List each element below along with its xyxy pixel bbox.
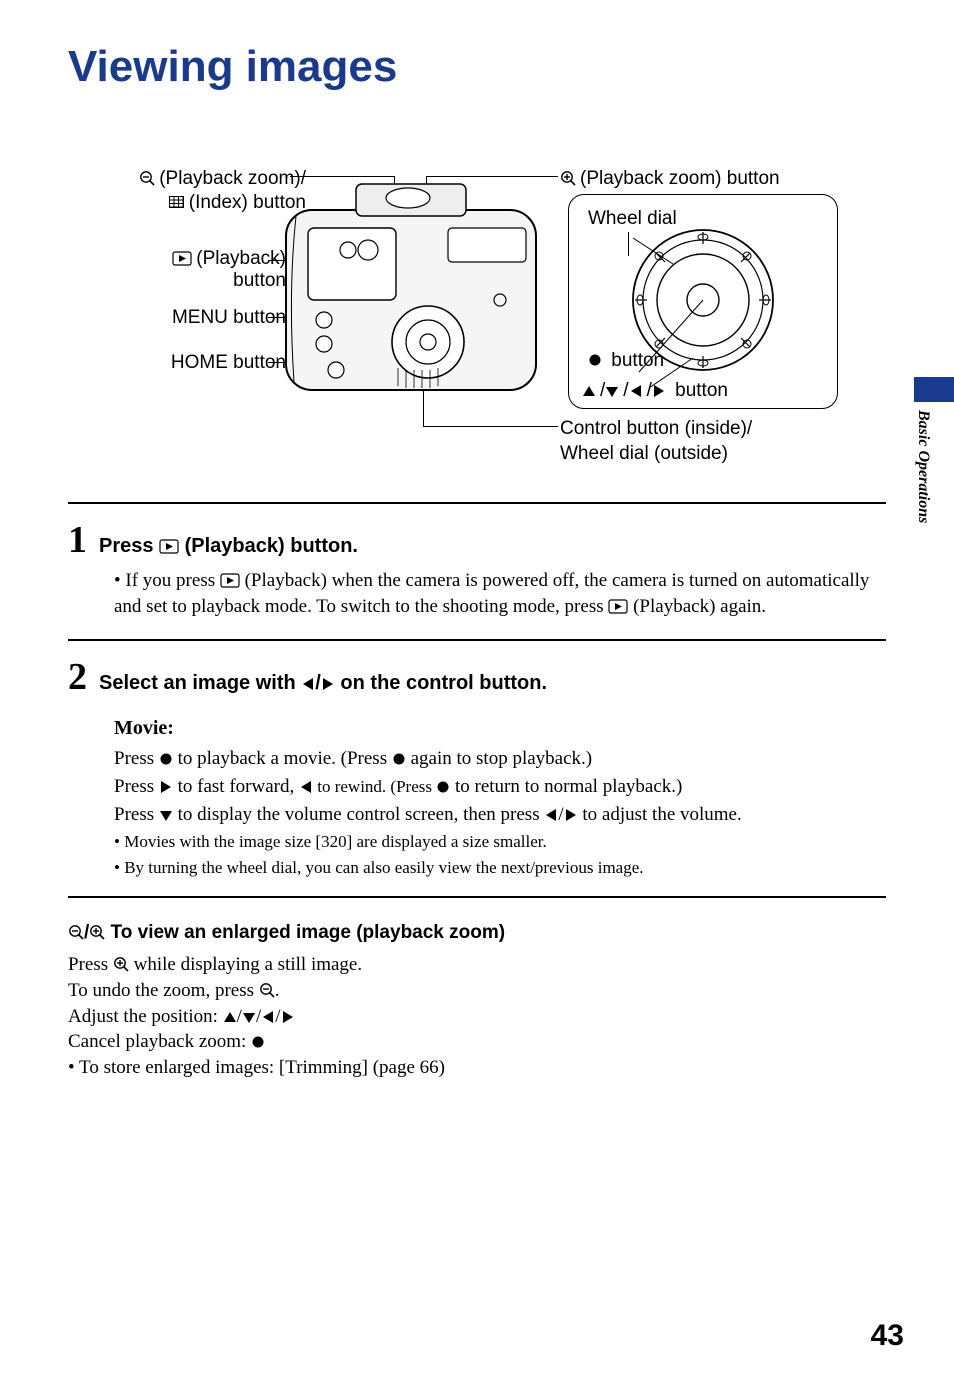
right-icon (564, 808, 578, 822)
page-title: Viewing images (68, 42, 954, 92)
dot-icon (588, 353, 602, 367)
zoom-body: Press while displaying a still image. To… (68, 952, 886, 1080)
movie-line-1: Press to playback a movie. (Press again … (114, 748, 886, 770)
movie-line-2: Press to fast forward, to rewind. (Press… (114, 776, 886, 798)
down-icon (242, 1011, 256, 1024)
dot-icon (251, 1035, 265, 1049)
step-title: Select an image with / on the control bu… (99, 672, 547, 695)
page-number: 43 (871, 1319, 904, 1353)
left-icon (301, 677, 315, 691)
step-1-note: • If you press (Playback) when the camer… (114, 568, 886, 619)
down-icon (159, 809, 173, 822)
playback-icon (220, 573, 240, 588)
movie-heading: Movie: (114, 717, 886, 740)
wheel-dial-illustration (613, 190, 843, 420)
movie-section: Movie: Press to playback a movie. (Press… (114, 717, 886, 878)
movie-bullet-2: • By turning the wheel dial, you can als… (114, 858, 886, 878)
step-number: 2 (68, 655, 87, 699)
left-icon (544, 808, 558, 822)
label-control-button: Control button (inside)/ Wheel dial (out… (560, 417, 752, 466)
zoom-out-icon (139, 170, 155, 186)
zoom-out-icon (259, 982, 275, 998)
camera-illustration (268, 172, 568, 417)
playback-icon (608, 599, 628, 614)
zoom-in-icon (113, 956, 129, 972)
playback-icon (172, 251, 192, 266)
chapter-tab: Basic Operations (914, 377, 954, 537)
step-title: Press (Playback) button. (99, 535, 358, 558)
step-2: 2 Select an image with / on the control … (68, 655, 886, 699)
step-1: 1 Press (Playback) button. (68, 518, 886, 562)
tab-label: Basic Operations (914, 410, 944, 523)
movie-bullet-1: • Movies with the image size [320] are d… (114, 832, 886, 852)
zoom-heading: / To view an enlarged image (playback zo… (68, 922, 886, 944)
index-icon (168, 194, 185, 210)
dot-icon (159, 752, 173, 766)
right-icon (159, 780, 173, 794)
right-icon (321, 677, 335, 691)
up-icon (582, 385, 596, 398)
left-icon (299, 780, 313, 794)
right-icon (281, 1010, 295, 1024)
zoom-out-icon (68, 924, 84, 940)
left-icon (261, 1010, 275, 1024)
tab-marker (914, 377, 954, 402)
dot-icon (392, 752, 406, 766)
up-icon (223, 1011, 237, 1024)
camera-diagram: (Playback zoom)/ (Index) button (Playbac… (68, 162, 886, 472)
label-playback-zoom-in: (Playback zoom) button (560, 168, 780, 190)
playback-icon (159, 539, 179, 554)
movie-line-3: Press to display the volume control scre… (114, 804, 886, 826)
step-number: 1 (68, 518, 87, 562)
dot-icon (436, 780, 450, 794)
zoom-in-icon (89, 924, 105, 940)
